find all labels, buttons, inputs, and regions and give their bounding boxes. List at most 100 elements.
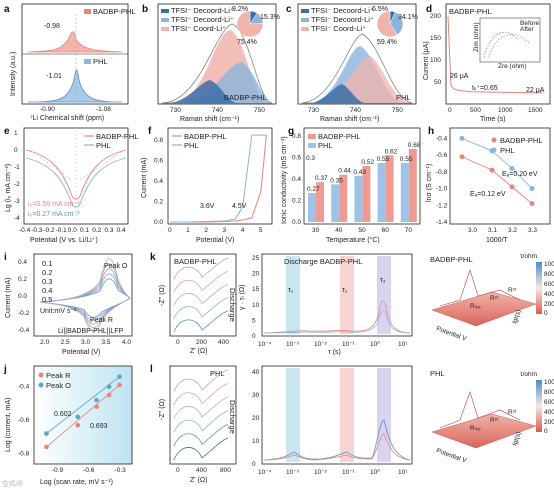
- i0-label-badbp-e: i₀=0.56 mA cm⁻²: [28, 201, 80, 208]
- colorbar-title-bottom: τ/ohm: [520, 371, 537, 378]
- inset-legend-before: Before: [520, 20, 540, 27]
- panel-label-k: k: [150, 252, 156, 263]
- xlabel-drt-top: τ (s): [328, 349, 341, 356]
- ytick-f-3: 0.6: [154, 158, 163, 165]
- axes-f: [167, 127, 273, 225]
- fit-line-h-1: [461, 137, 533, 189]
- nyq-l-curve-0: [173, 369, 229, 392]
- pie-label-b-0: 9.2%: [232, 6, 248, 13]
- drt-curve-top-2: [263, 309, 411, 334]
- cb-tick-bottom-3: 400: [544, 409, 554, 416]
- tau1-band-bottom: [286, 368, 300, 462]
- surface-label-bottom-2: Rᶜᵗ: [508, 409, 517, 416]
- point-j-0-1: [75, 422, 81, 428]
- xtick-e-6: 0.2: [92, 227, 101, 234]
- drt-bot-xtick-0: 10⁻⁴: [258, 469, 272, 476]
- legend-label-badbp-e: BADBP-PHL: [96, 132, 139, 141]
- panel-i: i 0.1 0.2 0.3 0.4 0.5 Unit:mV s⁻¹ Peak O…: [4, 252, 133, 356]
- ticks-j: -0.9 -0.6 -0.3 -0.8 -0.6 -0.4: [18, 384, 126, 474]
- rate-label-1: 0.2: [42, 268, 52, 277]
- sample-name-surface-bottom: PHL: [430, 369, 445, 378]
- plot-area-d: [447, 16, 543, 94]
- panel-label-b: b: [142, 4, 148, 15]
- inset-d: [479, 17, 541, 63]
- nyquist-stack-l: [173, 369, 229, 461]
- ytick-g-1: 0.2: [292, 198, 301, 205]
- surface-base-top: [431, 291, 537, 327]
- ylabel-g: Ionic conductivity (mS cm⁻¹): [281, 136, 288, 224]
- axes-g: [303, 127, 421, 225]
- cb-tick-top-4: 200: [544, 301, 554, 308]
- xtick-d-0: 0: [448, 107, 452, 114]
- drt-bot-xtick-4: 10⁰: [370, 468, 380, 476]
- panel-b: b TFSI⁻ Decoord-Li⁺ TFSI⁻ Decoord-Li⁺ TF…: [142, 3, 280, 123]
- colorbar-bottom: [536, 380, 542, 432]
- slope-label-o-j: 0.602: [54, 411, 72, 418]
- inset-curve-after: [487, 34, 531, 59]
- xlabel-i: Potential (V): [62, 349, 101, 356]
- panel-drt-bottom: 10⁻⁴ 10⁻³ 10⁻² 10⁻¹ 10⁰ 10¹ 0 10 20 30 40: [252, 365, 413, 476]
- ticks-drt-bottom: 10⁻⁴ 10⁻³ 10⁻² 10⁻¹ 10⁰ 10¹ 0 10 20 30 40: [252, 369, 408, 476]
- xlabel-j: Log (scan rate, mV s⁻¹): [40, 479, 113, 486]
- xtick-b-2: 750: [254, 107, 265, 114]
- axes-drt-top: [261, 253, 413, 337]
- line-d-badbp: [447, 16, 543, 94]
- ea-label-phl-h: Eₐ=0.20 eV: [502, 171, 538, 178]
- i0-label-d: 26 μA: [450, 73, 469, 80]
- ytick-e-2: -2: [14, 181, 20, 188]
- tli-label-d: tₗᵢ⁺=0.65: [472, 85, 498, 92]
- rate-label-3: 0.4: [42, 286, 52, 295]
- axes-c: [297, 3, 417, 105]
- bar-label-g-1-2: 0.43: [353, 169, 366, 176]
- tafel-fit-right: [79, 149, 125, 181]
- bar-g-0-1: [339, 174, 348, 222]
- pie-c-slice-2: [376, 10, 398, 38]
- bar-g-1-0: [308, 192, 316, 222]
- ytick-j-0: -0.8: [18, 451, 30, 458]
- point-h-1-3: [529, 186, 535, 192]
- bar-g-0-3: [385, 155, 394, 222]
- ylabel-e: Lg (i₀ mA cm⁻²): [5, 164, 12, 212]
- panel-a: a BADBP-PHL PHL -0.98 -1.01 -0.90 -1.08 …: [4, 3, 136, 122]
- drt-bot-xtick-1: 10⁻³: [286, 469, 300, 476]
- panel-e: e BADBP-PHL PHL i₀=0.56 mA cm⁻² i₀=0.27 …: [4, 126, 139, 244]
- ea-label-badbp-h: Eₐ=0.12 eV: [470, 191, 506, 198]
- panel-label-g: g: [288, 126, 294, 137]
- xtick-h-2: 3.2: [508, 227, 517, 234]
- legend-swatch-b-0: [161, 9, 169, 13]
- panel-label-h: h: [428, 126, 434, 137]
- panel-f: f BADBP-PHL PHL 3.6V 4.5V 0 1 2 3 4 5 0.0 0.2 0.…: [141, 126, 273, 244]
- bar-label-g-1-1: 0.35: [330, 177, 343, 184]
- legend-marker-badbp-h: [491, 137, 497, 143]
- xtick-l-1: 400: [196, 467, 207, 474]
- legend-label-badbp-a: BADBP-PHL: [93, 7, 136, 16]
- point-h-0-3: [529, 201, 535, 207]
- tau3-label-top: τ₃: [380, 277, 386, 284]
- cb-tick-top-5: 0: [544, 310, 548, 317]
- drt-top-xtick-5: 10¹: [398, 341, 408, 348]
- drt-curve-top-1: [263, 300, 411, 334]
- peak-o-label-i: Peak O: [104, 263, 128, 270]
- ytick-f-0: 0.0: [154, 219, 163, 226]
- point-j-0-2: [94, 404, 99, 410]
- ylabel-j: Log (current, mA): [5, 398, 12, 452]
- point-h-0-0: [459, 154, 465, 160]
- point-j-1-0: [44, 431, 49, 436]
- xtick-c-0: 730: [308, 107, 319, 114]
- surface-label-bottom-1: Rᶜᵗ: [490, 417, 499, 424]
- bar-label-g-0-0: 0.37: [315, 175, 328, 182]
- nyq-k-curve-0: [173, 257, 229, 280]
- plot-area-f: [170, 134, 267, 223]
- xtick-e-3: -0.1: [56, 227, 68, 234]
- point-j-1-2: [94, 397, 99, 403]
- drt-bot-ytick-4: 40: [252, 369, 260, 376]
- line-f-1: [170, 134, 267, 223]
- legend-label-b-0: TFSI⁻ Decoord-Li⁺: [171, 6, 234, 15]
- panel-label-e: e: [4, 126, 10, 137]
- xlabel-f: Potential (V): [196, 237, 235, 244]
- unit-label-i: Unit:mV s⁻¹: [40, 308, 77, 315]
- xtick-f-4: 4: [241, 227, 245, 234]
- drt-bot-ytick-0: 0: [252, 461, 256, 468]
- nyq-k-curve-2: [173, 284, 229, 306]
